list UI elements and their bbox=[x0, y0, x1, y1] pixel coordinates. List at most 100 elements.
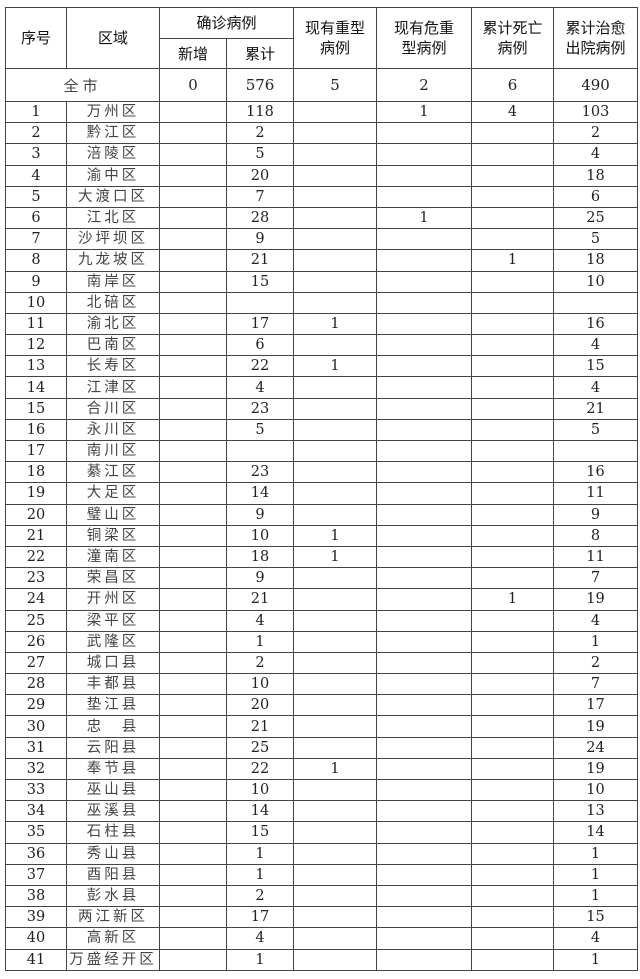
cell-deaths bbox=[471, 842, 555, 865]
cell-severe bbox=[293, 884, 378, 908]
cell-severe bbox=[293, 927, 378, 950]
cell-cumulative bbox=[225, 291, 295, 314]
cell-recovered: 15 bbox=[553, 355, 639, 378]
cell-new bbox=[159, 736, 227, 759]
cell-critical bbox=[376, 376, 473, 399]
cell-severe bbox=[293, 673, 378, 696]
table-row: 41 万盛经开区 1 1 bbox=[5, 948, 639, 971]
cell-index: 17 bbox=[5, 439, 67, 463]
cell-deaths bbox=[471, 122, 555, 145]
cell-index: 22 bbox=[5, 545, 67, 569]
cell-cumulative: 14 bbox=[225, 800, 295, 823]
cell-recovered: 24 bbox=[553, 736, 639, 759]
cell-region: 长寿区 bbox=[66, 355, 160, 378]
cell-severe bbox=[293, 588, 378, 611]
cell-deaths bbox=[471, 651, 555, 675]
table-row: 23 荣昌区 9 7 bbox=[5, 567, 639, 590]
cell-critical bbox=[376, 270, 473, 293]
table-row: 26 武隆区 1 1 bbox=[5, 630, 639, 653]
cell-index: 34 bbox=[5, 800, 67, 823]
cell-new bbox=[159, 418, 227, 442]
cell-new bbox=[159, 842, 227, 865]
table-row: 25 梁平区 4 4 bbox=[5, 609, 639, 632]
table-row: 35 石柱县 15 14 bbox=[5, 821, 639, 844]
cell-region: 綦江区 bbox=[66, 461, 160, 484]
table-row: 2 黔江区 2 2 bbox=[5, 122, 639, 145]
cell-severe: 1 bbox=[293, 757, 378, 781]
cell-index: 31 bbox=[5, 736, 67, 759]
cell-cumulative: 1 bbox=[225, 842, 295, 865]
cell-deaths bbox=[471, 545, 555, 569]
cell-cumulative: 21 bbox=[225, 588, 295, 611]
cell-index: 36 bbox=[5, 842, 67, 865]
total-cumulative: 576 bbox=[225, 68, 295, 102]
cell-region: 荣昌区 bbox=[66, 567, 160, 590]
cell-new bbox=[159, 545, 227, 569]
total-severe: 5 bbox=[293, 68, 378, 102]
cell-index: 29 bbox=[5, 694, 67, 717]
table-row: 27 城口县 2 2 bbox=[5, 651, 639, 675]
cell-recovered: 11 bbox=[553, 482, 639, 505]
cell-index: 11 bbox=[5, 312, 67, 336]
cell-cumulative: 4 bbox=[225, 609, 295, 632]
cell-severe bbox=[293, 842, 378, 865]
cell-severe bbox=[293, 461, 378, 484]
cell-cumulative: 118 bbox=[225, 100, 295, 124]
cell-index: 5 bbox=[5, 185, 67, 208]
cell-severe bbox=[293, 270, 378, 293]
table-row: 14 江津区 4 4 bbox=[5, 376, 639, 399]
cell-new bbox=[159, 800, 227, 823]
cell-region: 巫溪县 bbox=[66, 800, 160, 823]
cell-region: 渝北区 bbox=[66, 312, 160, 336]
cell-cumulative: 10 bbox=[225, 778, 295, 802]
cell-region: 奉节县 bbox=[66, 757, 160, 781]
cell-index: 41 bbox=[5, 948, 67, 971]
cell-recovered: 16 bbox=[553, 461, 639, 484]
cell-critical bbox=[376, 821, 473, 844]
table-row: 32 奉节县 22 1 19 bbox=[5, 757, 639, 781]
cell-index: 18 bbox=[5, 461, 67, 484]
cell-recovered: 4 bbox=[553, 376, 639, 399]
cell-deaths bbox=[471, 206, 555, 230]
cell-cumulative: 14 bbox=[225, 482, 295, 505]
cell-new bbox=[159, 694, 227, 717]
cell-index: 38 bbox=[5, 884, 67, 908]
cell-recovered: 17 bbox=[553, 694, 639, 717]
cell-index: 26 bbox=[5, 630, 67, 653]
cell-new bbox=[159, 948, 227, 971]
cell-severe bbox=[293, 228, 378, 251]
cell-region: 万州区 bbox=[66, 100, 160, 124]
cell-recovered: 14 bbox=[553, 821, 639, 844]
cell-deaths bbox=[471, 736, 555, 759]
cell-new bbox=[159, 609, 227, 632]
cell-recovered: 103 bbox=[553, 100, 639, 124]
cell-severe bbox=[293, 418, 378, 442]
cell-cumulative: 9 bbox=[225, 503, 295, 526]
cell-recovered: 5 bbox=[553, 228, 639, 251]
covid-cases-table: 序号 区域 确诊病例 现有重型病例 现有危重型病例 累计死亡病例 累计治愈出院病… bbox=[5, 7, 639, 971]
header-critical: 现有危重型病例 bbox=[376, 7, 473, 69]
table-row: 16 永川区 5 5 bbox=[5, 418, 639, 442]
table-row: 38 彭水县 2 1 bbox=[5, 884, 639, 908]
cell-severe bbox=[293, 482, 378, 505]
cell-index: 19 bbox=[5, 482, 67, 505]
cell-critical bbox=[376, 736, 473, 759]
table-row: 36 秀山县 1 1 bbox=[5, 842, 639, 865]
cell-cumulative: 28 bbox=[225, 206, 295, 230]
cell-critical bbox=[376, 863, 473, 886]
cell-critical bbox=[376, 503, 473, 526]
cell-deaths bbox=[471, 609, 555, 632]
cell-deaths bbox=[471, 567, 555, 590]
cell-cumulative: 17 bbox=[225, 906, 295, 929]
table-row: 33 巫山县 10 10 bbox=[5, 778, 639, 802]
cell-region: 江北区 bbox=[66, 206, 160, 230]
cell-index: 23 bbox=[5, 567, 67, 590]
cell-cumulative: 6 bbox=[225, 334, 295, 357]
cell-index: 9 bbox=[5, 270, 67, 293]
cell-region: 石柱县 bbox=[66, 821, 160, 844]
cell-index: 6 bbox=[5, 206, 67, 230]
cell-new bbox=[159, 567, 227, 590]
cell-severe bbox=[293, 736, 378, 759]
total-new: 0 bbox=[159, 68, 227, 102]
table-row: 40 高新区 4 4 bbox=[5, 927, 639, 950]
